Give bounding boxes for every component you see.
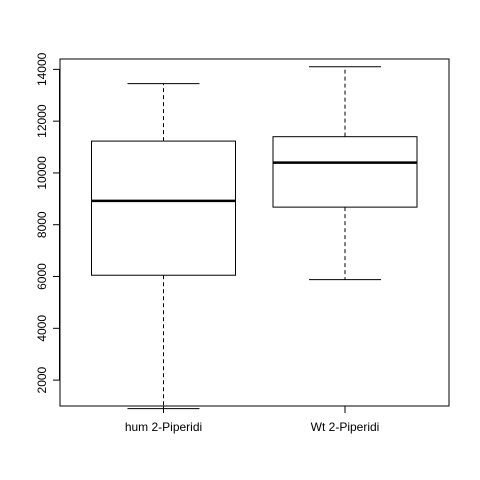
iqr-box: [91, 140, 236, 276]
y-tick-label: 4000: [35, 315, 49, 342]
x-axis: hum 2-Piperidi Wt 2-Piperidi: [125, 406, 380, 434]
y-tick-label: 10000: [35, 156, 49, 190]
y-tick-label: 2000: [35, 366, 49, 393]
x-tick-label: Wt 2-Piperidi: [311, 420, 380, 434]
box-1: [91, 83, 236, 410]
x-tick-label: hum 2-Piperidi: [125, 420, 202, 434]
y-tick-label: 8000: [35, 211, 49, 238]
y-tick-label: 12000: [35, 104, 49, 138]
box-2: [272, 66, 418, 281]
box-group: [91, 66, 418, 410]
y-tick-label: 6000: [35, 263, 49, 290]
y-tick-label: 14000: [35, 52, 49, 86]
iqr-box: [272, 136, 418, 208]
y-axis: 2000 4000 6000 8000 10000 12000 14000: [35, 52, 60, 393]
